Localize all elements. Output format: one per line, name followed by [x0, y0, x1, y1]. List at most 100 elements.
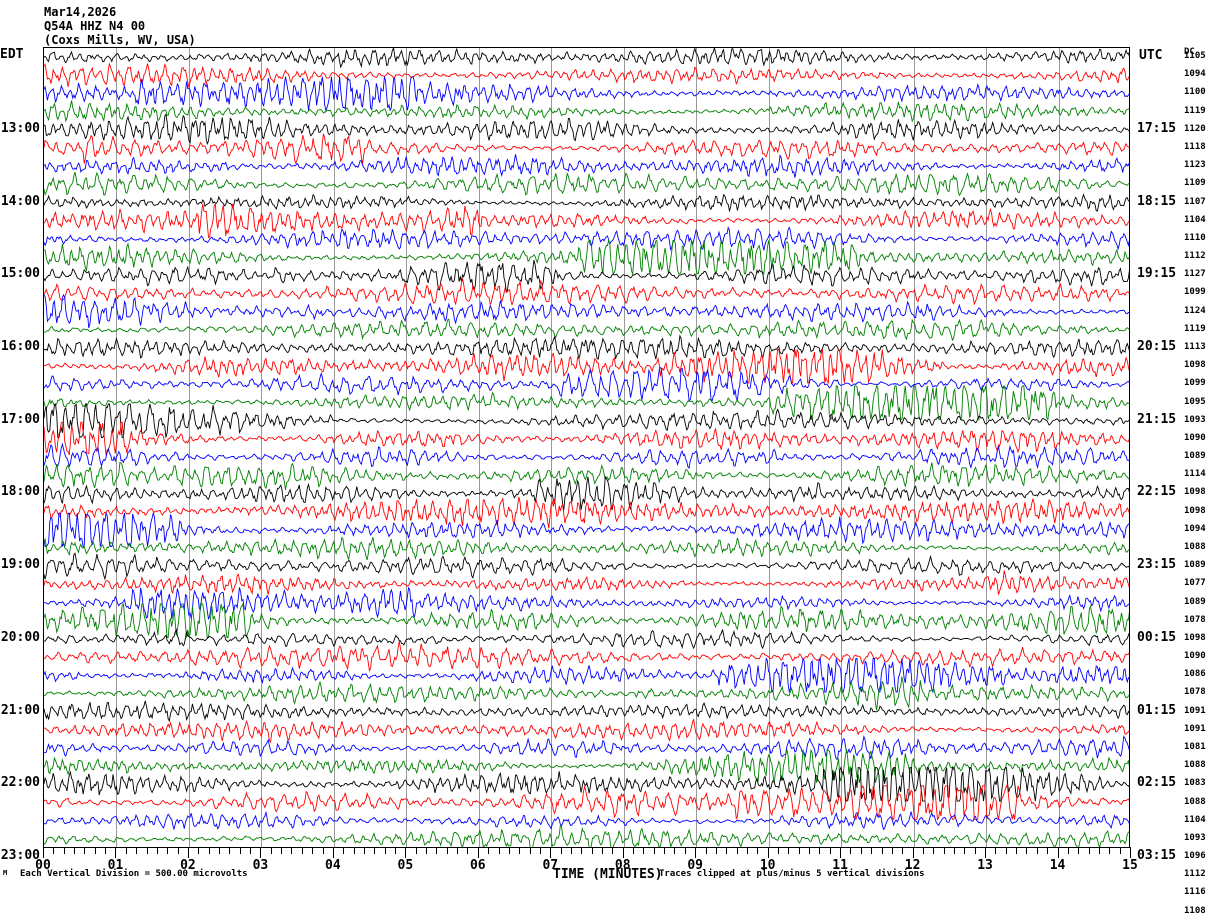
left-time-label: 15:00	[0, 266, 40, 282]
dc-value: 1088	[1184, 796, 1206, 807]
right-time-label: 23:15	[1137, 557, 1177, 573]
dc-value: 1098	[1184, 632, 1206, 643]
left-timezone-label: EDT	[0, 47, 24, 62]
dc-value: 1127	[1184, 269, 1206, 280]
trace-line	[44, 641, 1129, 672]
left-time-label: 18:00	[0, 484, 40, 500]
right-time-label: 19:15	[1137, 266, 1177, 282]
x-axis	[43, 847, 1131, 858]
dc-value: 1089	[1184, 451, 1206, 462]
dc-value: 1078	[1184, 687, 1206, 698]
dc-value: 1105	[1184, 51, 1206, 62]
x-tick-label: 03	[252, 858, 269, 873]
dc-value: 1113	[1184, 342, 1206, 352]
dc-value: 1109	[1184, 178, 1206, 189]
header-station: Q54A HHZ N4 00	[44, 19, 146, 33]
header-location: (Coxs Mills, WV, USA)	[44, 33, 196, 47]
x-tick-label: 14	[1049, 858, 1066, 873]
trace-line	[44, 334, 1129, 360]
dc-value: 1086	[1184, 669, 1206, 680]
header-date: Mar14,2026	[44, 5, 117, 19]
x-tick-label: 09	[687, 858, 704, 873]
trace-line	[44, 735, 1129, 760]
dc-value: 1093	[1184, 832, 1206, 843]
trace-line	[44, 586, 1129, 620]
trace-line	[44, 496, 1129, 529]
dc-value: 1120	[1184, 123, 1206, 134]
trace-line	[44, 628, 1129, 650]
x-tick-label: 13	[977, 858, 993, 873]
trace-line	[44, 384, 1129, 422]
trace-line	[44, 421, 1129, 456]
dc-value: 1124	[1184, 305, 1206, 316]
trace-line	[44, 570, 1129, 595]
trace-line	[44, 552, 1129, 581]
trace-line	[44, 461, 1129, 490]
corner-mark: M	[3, 869, 8, 877]
left-time-label: 19:00	[0, 557, 40, 573]
dc-value: 1099	[1184, 287, 1206, 298]
x-tick-label: 00	[35, 858, 51, 873]
x-tick-label: 05	[397, 858, 414, 873]
dc-value: 1098	[1184, 360, 1206, 371]
trace-line	[44, 511, 1129, 549]
dc-value: 1091	[1184, 705, 1206, 716]
left-time-label: 21:00	[0, 702, 40, 718]
dc-value: 1077	[1184, 578, 1206, 589]
right-time-label: 17:15	[1137, 120, 1177, 136]
right-time-label: 02:15	[1137, 775, 1177, 791]
trace-line	[44, 676, 1129, 711]
dc-value: 1112	[1184, 869, 1206, 880]
x-axis-title: TIME (MINUTES)	[553, 867, 663, 882]
trace-line	[44, 133, 1129, 165]
right-time-label: 01:15	[1137, 702, 1177, 718]
trace-line	[44, 748, 1129, 784]
dc-value: 1099	[1184, 378, 1206, 389]
x-tick-label: 10	[759, 858, 776, 873]
trace-line	[44, 238, 1129, 276]
x-tick-label: 15	[1122, 858, 1138, 873]
dc-value: 1093	[1184, 414, 1206, 425]
trace-line	[44, 76, 1129, 112]
dc-value: 1090	[1184, 651, 1206, 662]
trace-line	[44, 293, 1129, 329]
trace-line	[44, 226, 1129, 252]
trace-line	[44, 171, 1129, 197]
x-tick-label: 02	[180, 858, 196, 873]
scale-note: Each Vertical Division = 500.00 microvol…	[20, 869, 248, 879]
left-time-label: 14:00	[0, 193, 40, 209]
dc-value: 1104	[1184, 214, 1206, 225]
dc-value: 1096	[1184, 851, 1206, 862]
dc-value: 1107	[1184, 196, 1206, 207]
trace-layer	[44, 48, 1129, 847]
dc-column-header: DC	[1184, 47, 1195, 57]
dc-value: 1088	[1184, 760, 1206, 771]
trace-line	[44, 100, 1129, 123]
dc-value: 1104	[1184, 814, 1206, 825]
dc-value: 1119	[1184, 323, 1206, 334]
x-tick-label: 04	[325, 858, 341, 873]
dc-value: 1094	[1184, 69, 1206, 80]
trace-line	[44, 766, 1129, 803]
trace-line	[44, 48, 1129, 69]
x-tick-label: 06	[469, 858, 486, 873]
trace-line	[44, 259, 1129, 294]
trace-line	[44, 442, 1129, 470]
right-time-label: 03:15	[1137, 848, 1177, 864]
x-tick-label: 07	[542, 858, 559, 873]
seismogram-plot[interactable]	[43, 47, 1130, 847]
trace-line	[44, 154, 1129, 178]
x-tick-label: 12	[904, 858, 921, 873]
right-time-label: 22:15	[1137, 484, 1177, 500]
dc-value: 1098	[1184, 505, 1206, 516]
trace-line	[44, 366, 1129, 403]
right-time-label: 21:15	[1137, 411, 1177, 427]
trace-line	[44, 278, 1129, 306]
dc-value: 1089	[1184, 596, 1206, 607]
right-time-label: 18:15	[1137, 193, 1177, 209]
dc-value: 1095	[1184, 396, 1206, 407]
trace-line	[44, 202, 1129, 239]
trace-line	[44, 810, 1129, 831]
trace-line	[44, 536, 1129, 561]
trace-line	[44, 718, 1129, 744]
